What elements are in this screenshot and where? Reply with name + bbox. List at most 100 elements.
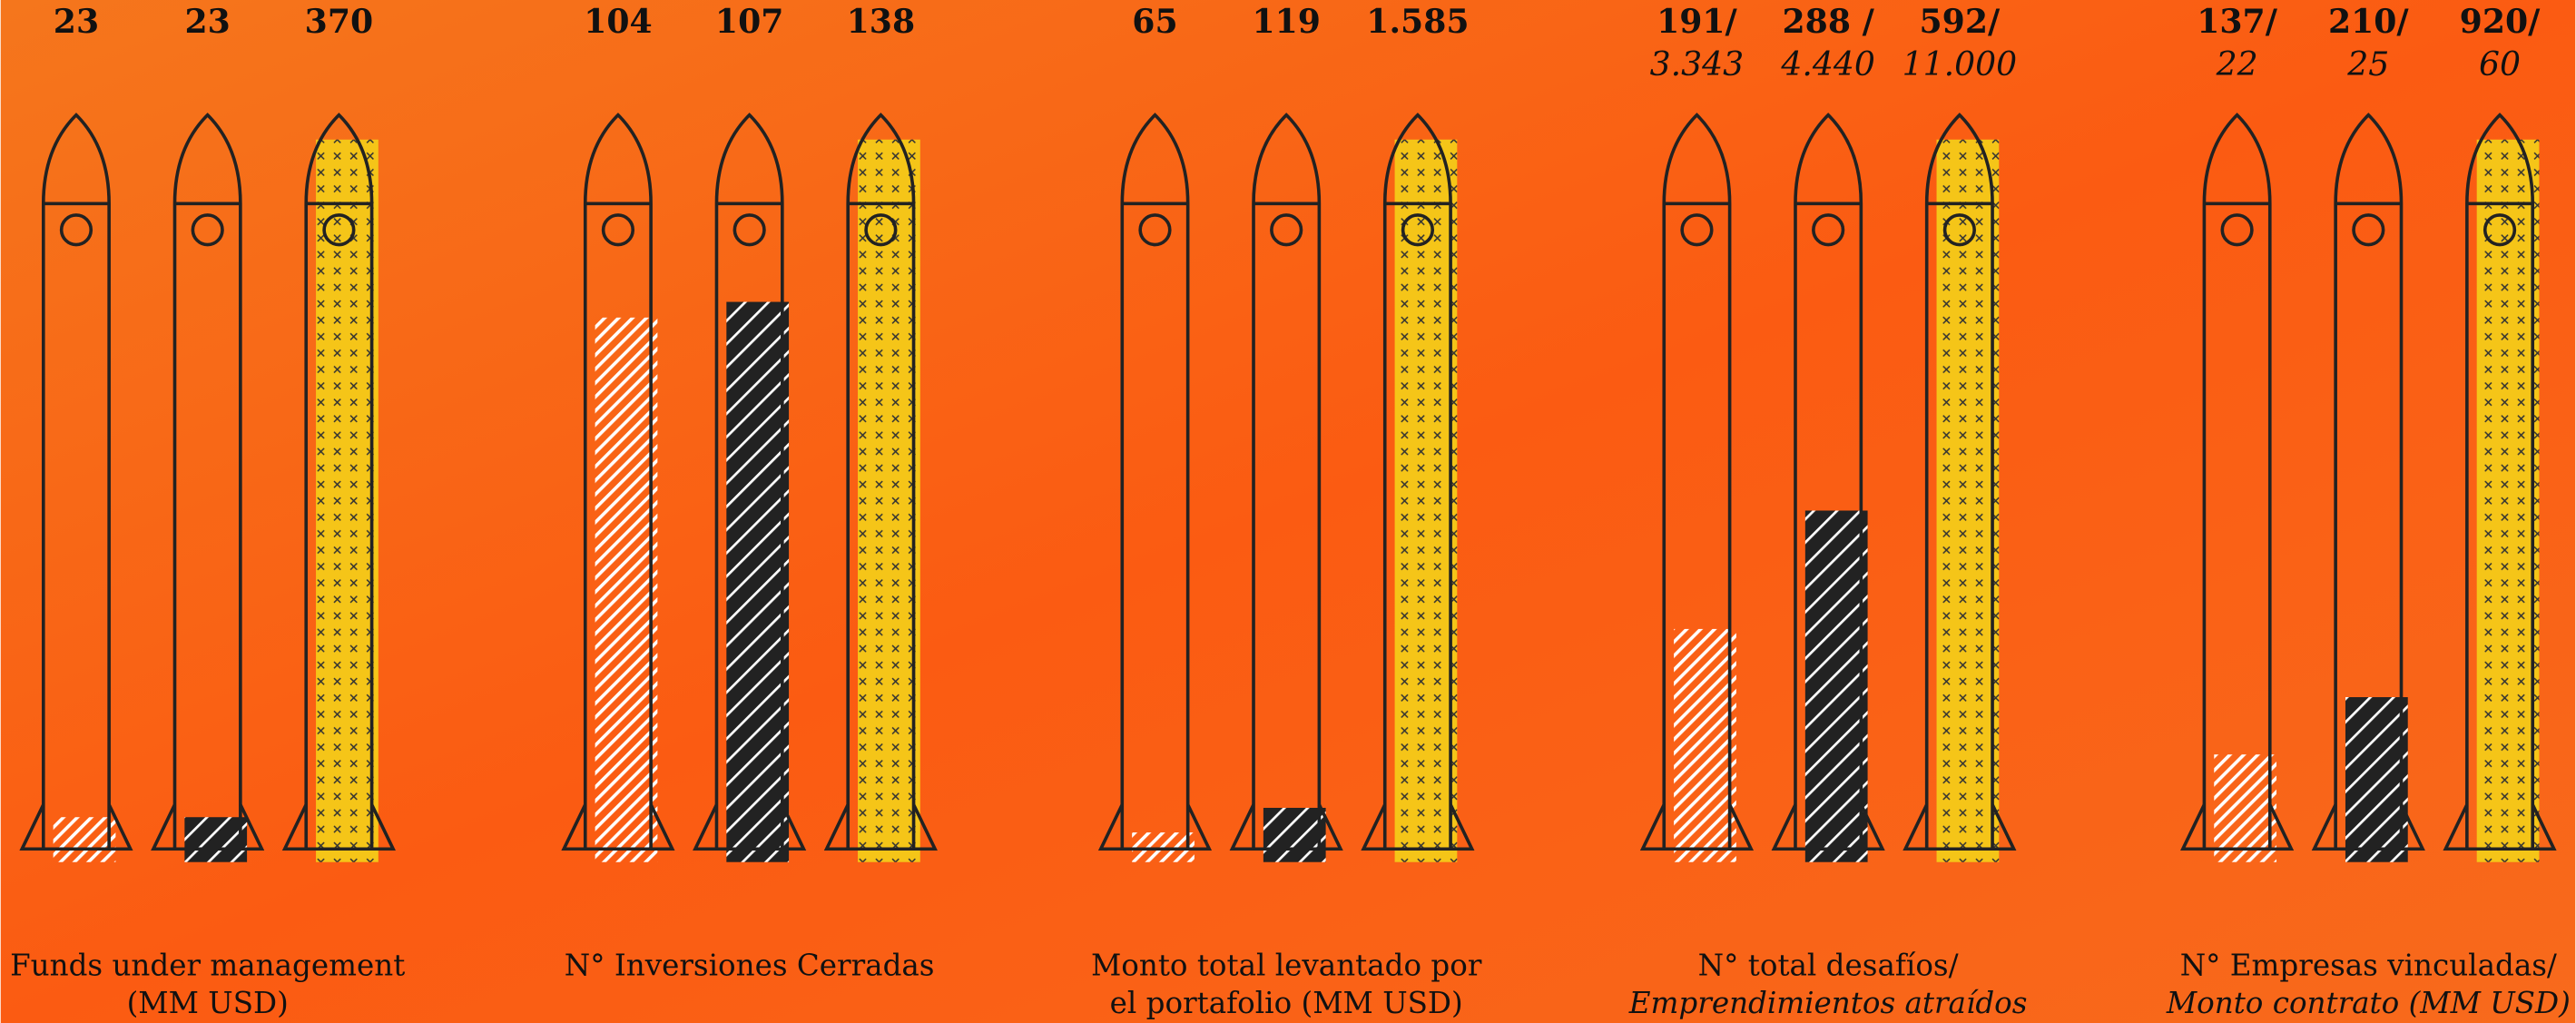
rocket [2180,113,2295,851]
chart-title: N° total desafíos/ [1698,949,1959,983]
bar [184,817,248,862]
rocket-window [191,213,224,247]
rocket [561,113,675,851]
rocket-outline [2202,113,2272,851]
chart-title: N° Inversiones Cerradas [565,949,935,983]
bar [1936,139,2000,862]
rocket-fins [1639,803,1755,851]
chart-title: Monto total levantado por [1091,949,1482,983]
rocket-outline [1662,113,1732,851]
value-label: 920/ [2460,2,2541,41]
bar [1132,832,1195,862]
rocket-fins [19,803,133,851]
rocket [151,113,265,851]
value-label-secondary: 25 [2346,44,2389,84]
bar [2214,754,2277,862]
value-label: 137/ [2197,2,2277,41]
value-label: 23 [185,2,231,41]
rocket [2311,113,2425,851]
bar [1394,139,1458,862]
value-label: 65 [1132,2,1177,41]
rocket [2443,113,2557,851]
value-label-secondary: 22 [2216,44,2258,84]
rocket-fins [1229,803,1343,851]
rocket-window [2220,213,2254,247]
rocket-outline [304,113,374,851]
rocket [281,113,396,851]
bar [2476,139,2540,862]
bar [2345,697,2408,862]
rocket-fins [281,803,396,851]
rocket-fins [1361,803,1475,851]
rocket-outline [41,113,111,851]
value-label-secondary: 4.440 [1780,44,1875,84]
rocket-fins [2311,803,2425,851]
value-label: 119 [1252,2,1320,41]
rocket-window [601,213,635,247]
rocket [823,113,938,851]
value-label: 210/ [2328,2,2409,41]
rocket-outline [1794,113,1863,851]
rocket [1903,113,2017,851]
rocket-outline [2465,113,2535,851]
rocket-window [864,213,898,247]
rocket-fins [1903,803,2017,851]
rocket [1771,113,1885,851]
rocket-window [59,213,93,247]
bar [1804,510,1868,862]
bar [858,139,920,862]
value-label-secondary: 3.343 [1650,44,1745,84]
rocket-fins [1771,803,1885,851]
rocket [1361,113,1475,851]
rocket-fins [2443,803,2557,851]
rocket [693,113,807,851]
rocket-outline [846,113,916,851]
bar [726,301,790,862]
rocket-outline [172,113,242,851]
rocket-outline [1382,113,1452,851]
value-label-secondary: 11.000 [1903,44,2018,84]
value-label: 1.585 [1366,2,1469,41]
value-label-secondary: 60 [2479,44,2521,84]
rocket-window [1680,213,1714,247]
rocket [19,113,133,851]
rocket-window [2483,213,2517,247]
rocket-fins [1097,803,1213,851]
bar [1674,628,1736,862]
rocket-outline [583,113,653,851]
rocket [1639,113,1755,851]
rocket-window [1138,213,1172,247]
value-label: 107 [715,2,783,41]
rocket-fins [561,803,675,851]
rocket-outline [2334,113,2404,851]
value-label: 370 [305,2,373,41]
value-label: 104 [584,2,652,41]
value-label: 23 [54,2,99,41]
rocket-outline [1120,113,1190,851]
rocket-window [732,213,766,247]
rocket [1229,113,1343,851]
rocket-fins [693,803,807,851]
bar [595,317,658,862]
bar [316,139,379,862]
rocket-fins [823,803,938,851]
chart-subtitle: Monto contrato (MM USD) [2166,986,2571,1020]
value-label: 138 [847,2,915,41]
rocket-outline [1252,113,1322,851]
rocket-window [322,213,356,247]
rocket-window [2352,213,2385,247]
chart-subtitle: el portafolio (MM USD) [1110,986,1463,1020]
rocket-outline [714,113,784,851]
chart-title: N° Empresas vinculadas/ [2180,949,2557,983]
rocket-window [1942,213,1976,247]
value-label: 592/ [1920,2,2001,41]
rocket-fins [151,803,265,851]
bar [53,817,116,862]
rocket-fins [2180,803,2295,851]
rocket-window [1401,213,1434,247]
chart-title: Funds under management [10,949,405,983]
rocket-window [1812,213,1845,247]
rocket-window [1270,213,1303,247]
